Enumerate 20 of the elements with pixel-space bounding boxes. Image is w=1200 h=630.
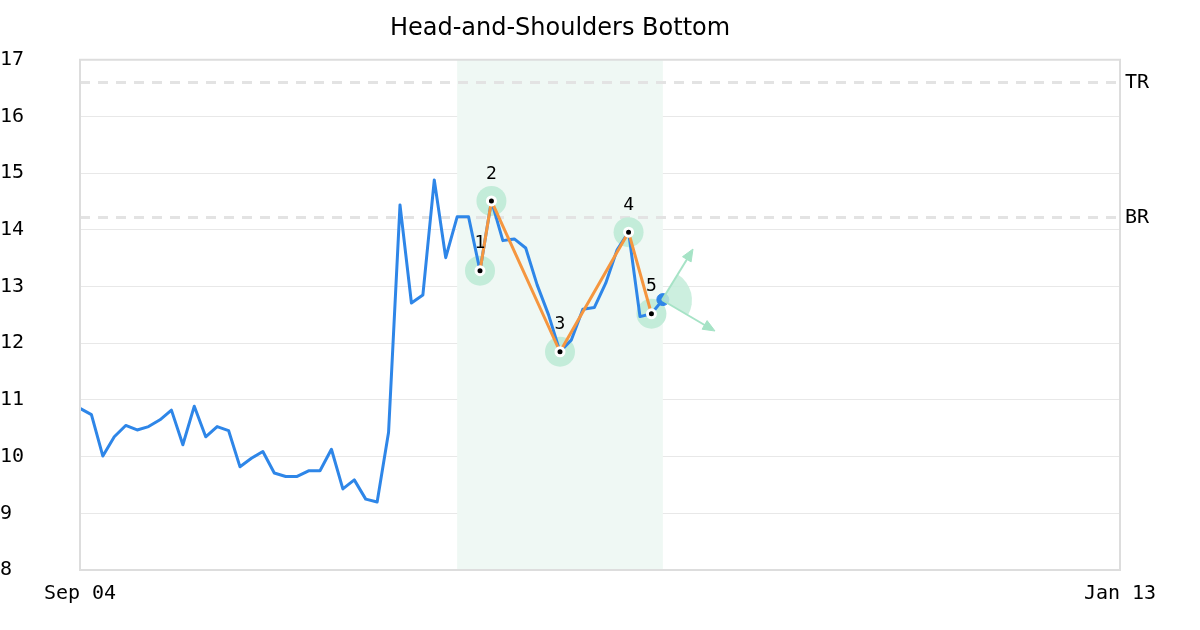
x-tick-label: Jan 13 [1083,580,1157,605]
y-tick-label: 13 [0,272,25,297]
y-tick-label: 17 [0,46,25,70]
chart-title: Head-and-Shoulders Bottom [389,12,731,41]
annotation: 5 [646,274,657,296]
annotation: 4 [623,192,634,214]
y-tick-label: 16 [0,102,25,127]
y-tick-label: 15 [0,159,25,184]
y-tick-label: 8 [0,556,13,581]
ref-line-label: TR [1125,68,1151,93]
y-tick-label: 10 [0,442,25,467]
ref-line-label: BR [1125,203,1151,228]
annotation: 2 [486,161,497,183]
y-tick-label: 9 [0,499,13,524]
annotation: 3 [554,312,566,334]
annotation: 1 [474,231,486,253]
y-tick-label: 12 [0,329,25,354]
y-tick-label: 11 [0,386,25,411]
x-tick-label: Sep 04 [43,580,117,605]
y-tick-label: 14 [0,216,25,241]
